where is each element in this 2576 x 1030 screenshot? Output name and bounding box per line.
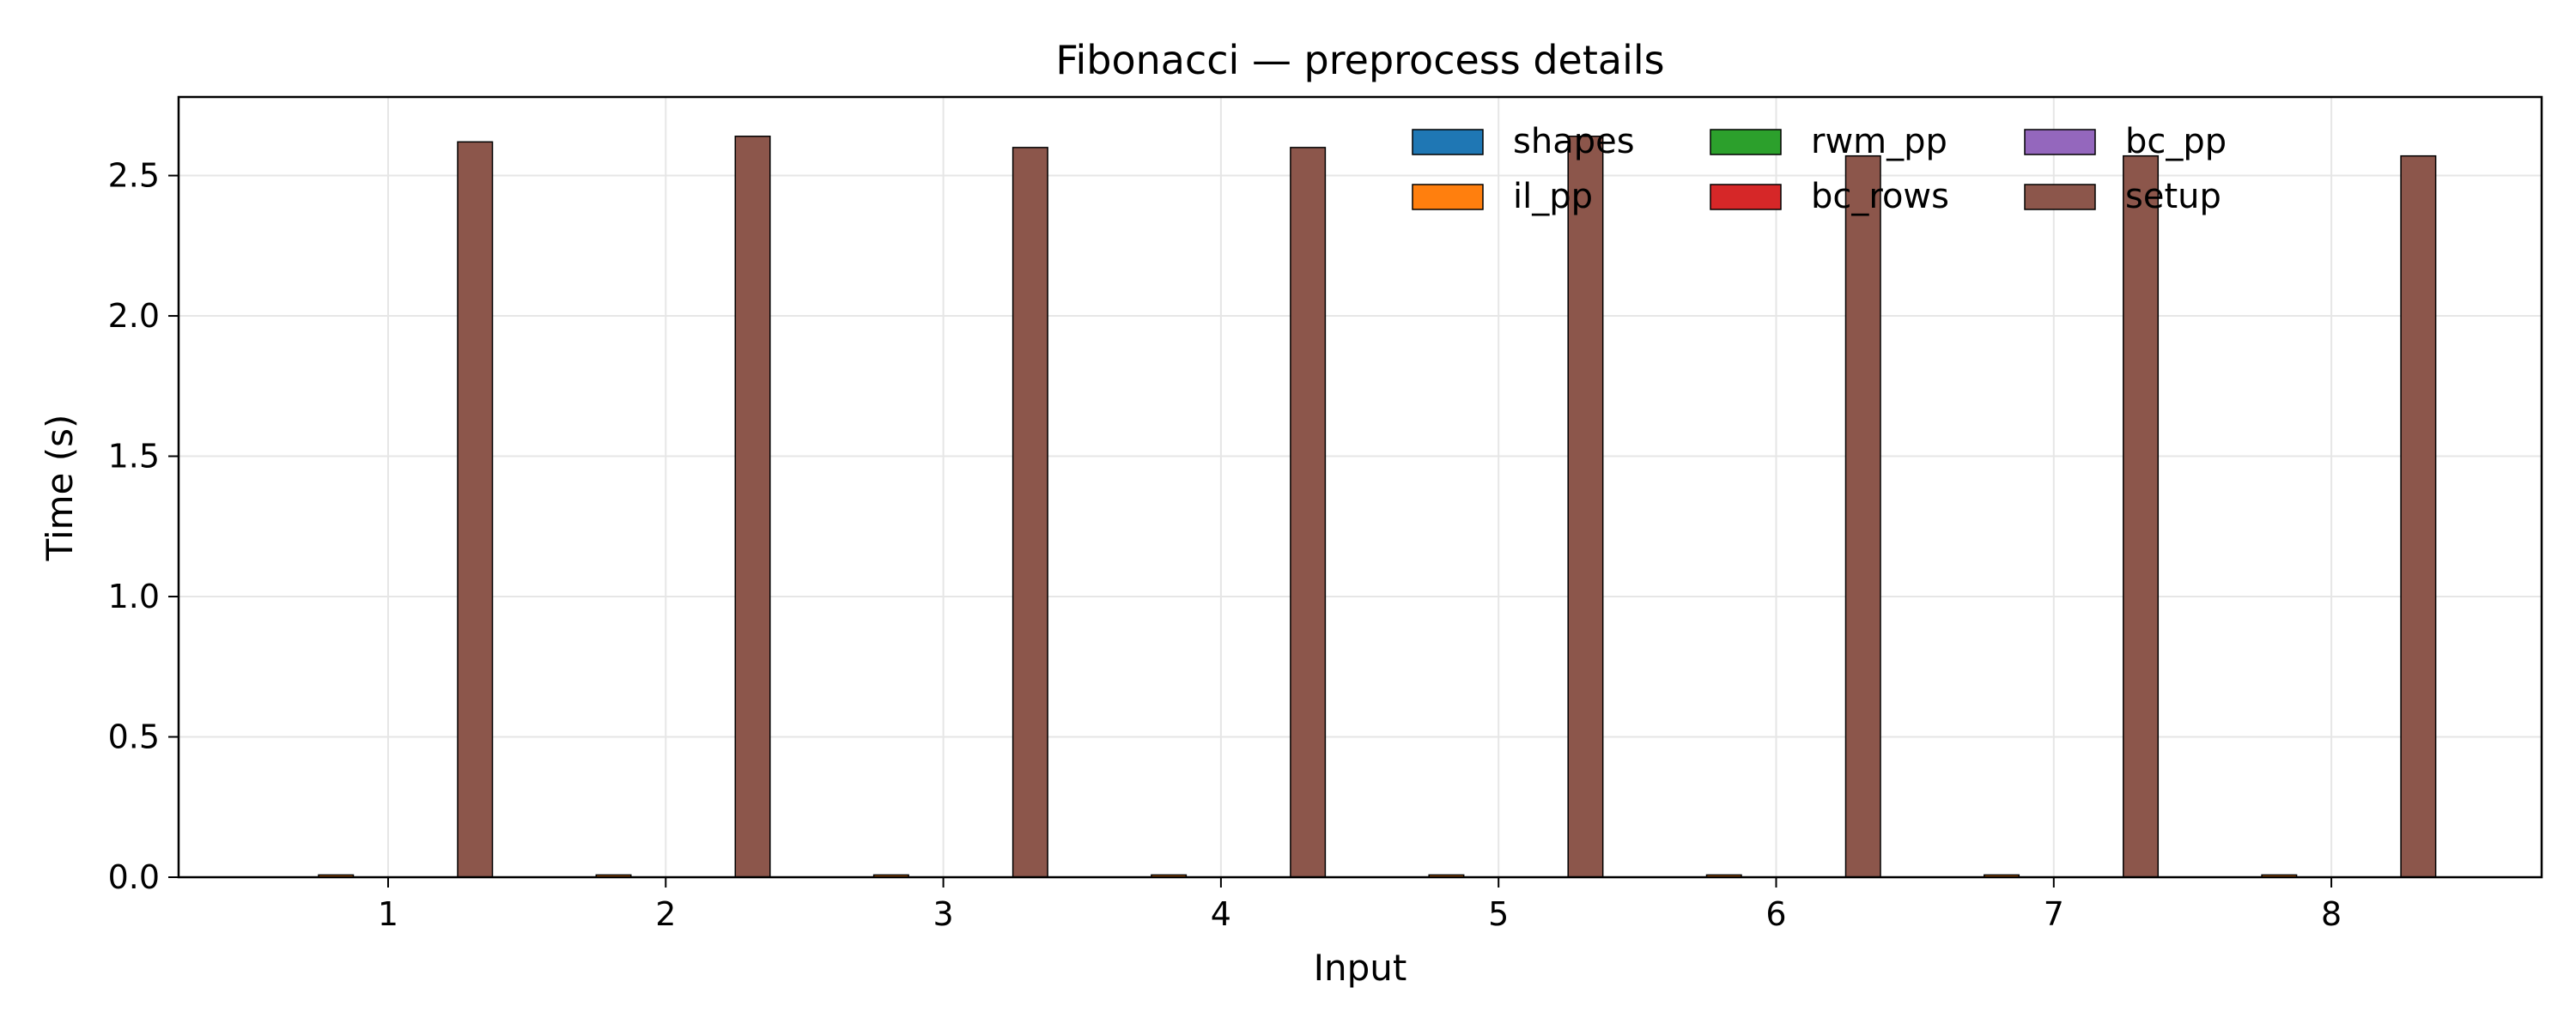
legend-swatch-setup	[2024, 184, 2096, 210]
x-tick-label: 8	[2321, 895, 2342, 933]
legend-label-shapes: shapes	[1513, 122, 1635, 161]
legend-label-il_pp: il_pp	[1513, 177, 1593, 216]
chart-title: Fibonacci — preprocess details	[1055, 37, 1664, 83]
legend-swatch-bc_pp	[2024, 129, 2096, 155]
x-tick-label: 6	[1765, 895, 1786, 933]
y-tick-label: 0.0	[108, 858, 160, 896]
legend-swatch-bc_rows	[1710, 184, 1782, 210]
bar-setup-5	[1567, 136, 1604, 878]
x-tick-label: 4	[1211, 895, 1231, 933]
x-tick-label: 7	[2044, 895, 2064, 933]
bars	[318, 136, 2437, 878]
legend-label-rwm_pp: rwm_pp	[1811, 122, 1947, 161]
bar-setup-3	[1012, 147, 1048, 878]
x-tick-label: 5	[1488, 895, 1509, 933]
x-tick-label: 1	[378, 895, 398, 933]
bar-setup-4	[1290, 147, 1327, 878]
y-axis-label: Time (s)	[39, 415, 81, 562]
bar-setup-2	[734, 136, 771, 878]
x-axis-label: Input	[1314, 947, 1407, 989]
x-tick-label: 3	[933, 895, 954, 933]
y-tick-label: 1.0	[108, 578, 160, 615]
legend-swatch-shapes	[1412, 129, 1484, 155]
y-tick-label: 0.5	[108, 718, 160, 756]
x-axis: 1 2 3 4 5 6 7 8	[378, 877, 2342, 933]
legend-label-bc_rows: bc_rows	[1811, 177, 1949, 216]
y-tick-label: 2.0	[108, 297, 160, 335]
y-tick-label: 2.5	[108, 157, 160, 195]
bar-setup-7	[2123, 154, 2160, 878]
y-tick-label: 1.5	[108, 438, 160, 476]
bar-setup-6	[1844, 154, 1881, 878]
legend-label-setup: setup	[2125, 177, 2221, 216]
y-axis: 0.0 0.5 1.0 1.5 2.0 2.5	[108, 157, 179, 896]
legend-swatch-il_pp	[1412, 184, 1484, 210]
bar-setup-1	[457, 141, 494, 878]
bar-setup-8	[2400, 154, 2437, 878]
legend-label-bc_pp: bc_pp	[2125, 122, 2227, 161]
plot-frame	[177, 95, 2543, 879]
legend-swatch-rwm_pp	[1710, 129, 1782, 155]
x-tick-label: 2	[655, 895, 676, 933]
